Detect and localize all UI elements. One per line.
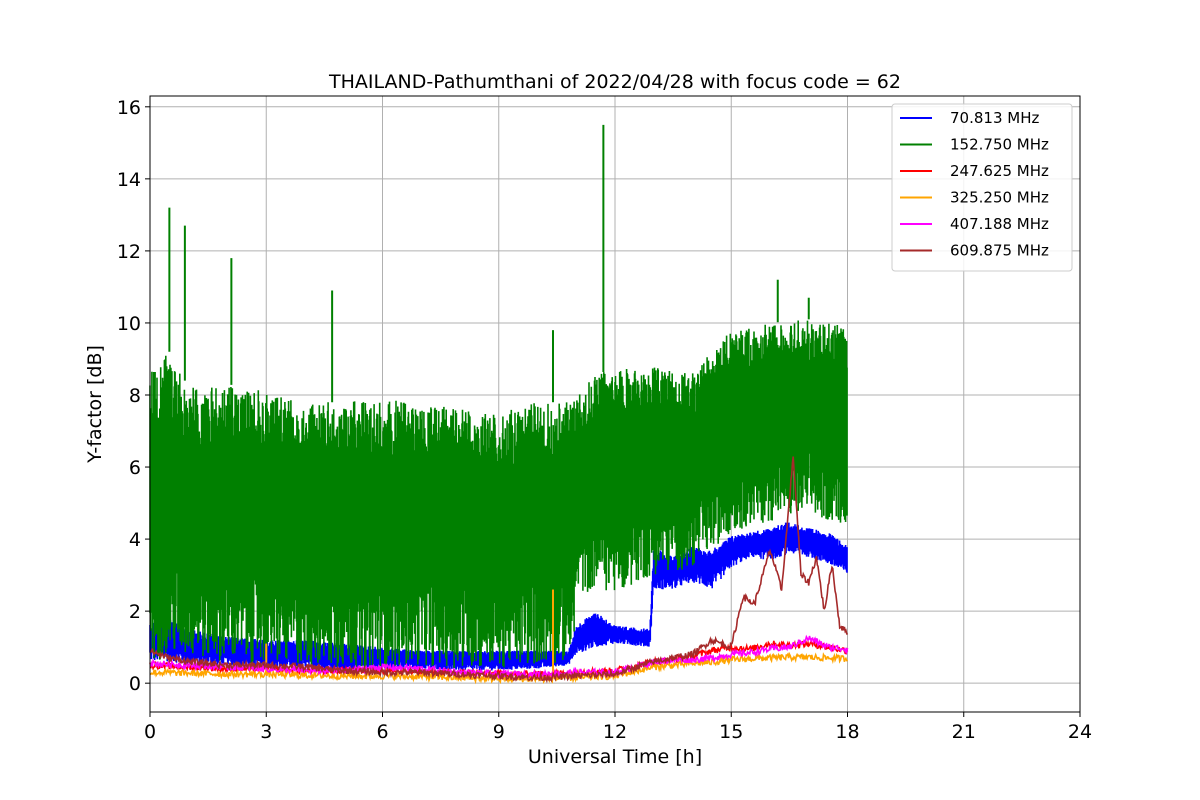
- chart-title: THAILAND-Pathumthani of 2022/04/28 with …: [328, 71, 901, 93]
- y-tick-label: 6: [129, 457, 141, 479]
- legend-box: [891, 103, 1073, 272]
- y-tick-label: 8: [129, 385, 141, 407]
- y-tick-label: 0: [129, 673, 141, 695]
- legend-label: 247.625 MHz: [950, 162, 1049, 180]
- x-tick-label: 0: [144, 721, 156, 743]
- legend-label: 152.750 MHz: [950, 136, 1049, 154]
- x-tick-label: 3: [260, 721, 272, 743]
- x-tick-label: 24: [1068, 721, 1092, 743]
- x-tick-label: 9: [493, 721, 505, 743]
- series-5: [149, 456, 849, 684]
- x-axis-label: Universal Time [h]: [528, 746, 702, 768]
- legend-label: 70.813 MHz: [950, 109, 1039, 127]
- legend-label: 609.875 MHz: [950, 242, 1049, 260]
- x-tick-label: 6: [376, 721, 388, 743]
- legend-label: 325.250 MHz: [950, 189, 1049, 207]
- y-tick-label: 14: [117, 169, 141, 191]
- y-tick-label: 12: [117, 241, 141, 263]
- series-line: [149, 456, 849, 684]
- y-tick-label: 16: [117, 97, 141, 119]
- y-axis-label: Y-factor [dB]: [84, 345, 106, 464]
- legend: 70.813 MHz 152.750 MHz 247.625 MHz 325.250 …: [891, 103, 1073, 272]
- x-tick-label: 12: [603, 721, 627, 743]
- x-tick-label: 21: [952, 721, 976, 743]
- x-tick-label: 15: [719, 721, 743, 743]
- y-tick-label: 4: [129, 529, 141, 551]
- x-tick-label: 18: [835, 721, 859, 743]
- legend-label: 407.188 MHz: [950, 215, 1049, 233]
- y-tick-label: 2: [129, 601, 141, 623]
- y-tick-label: 10: [117, 313, 141, 335]
- plot-area: [149, 124, 849, 685]
